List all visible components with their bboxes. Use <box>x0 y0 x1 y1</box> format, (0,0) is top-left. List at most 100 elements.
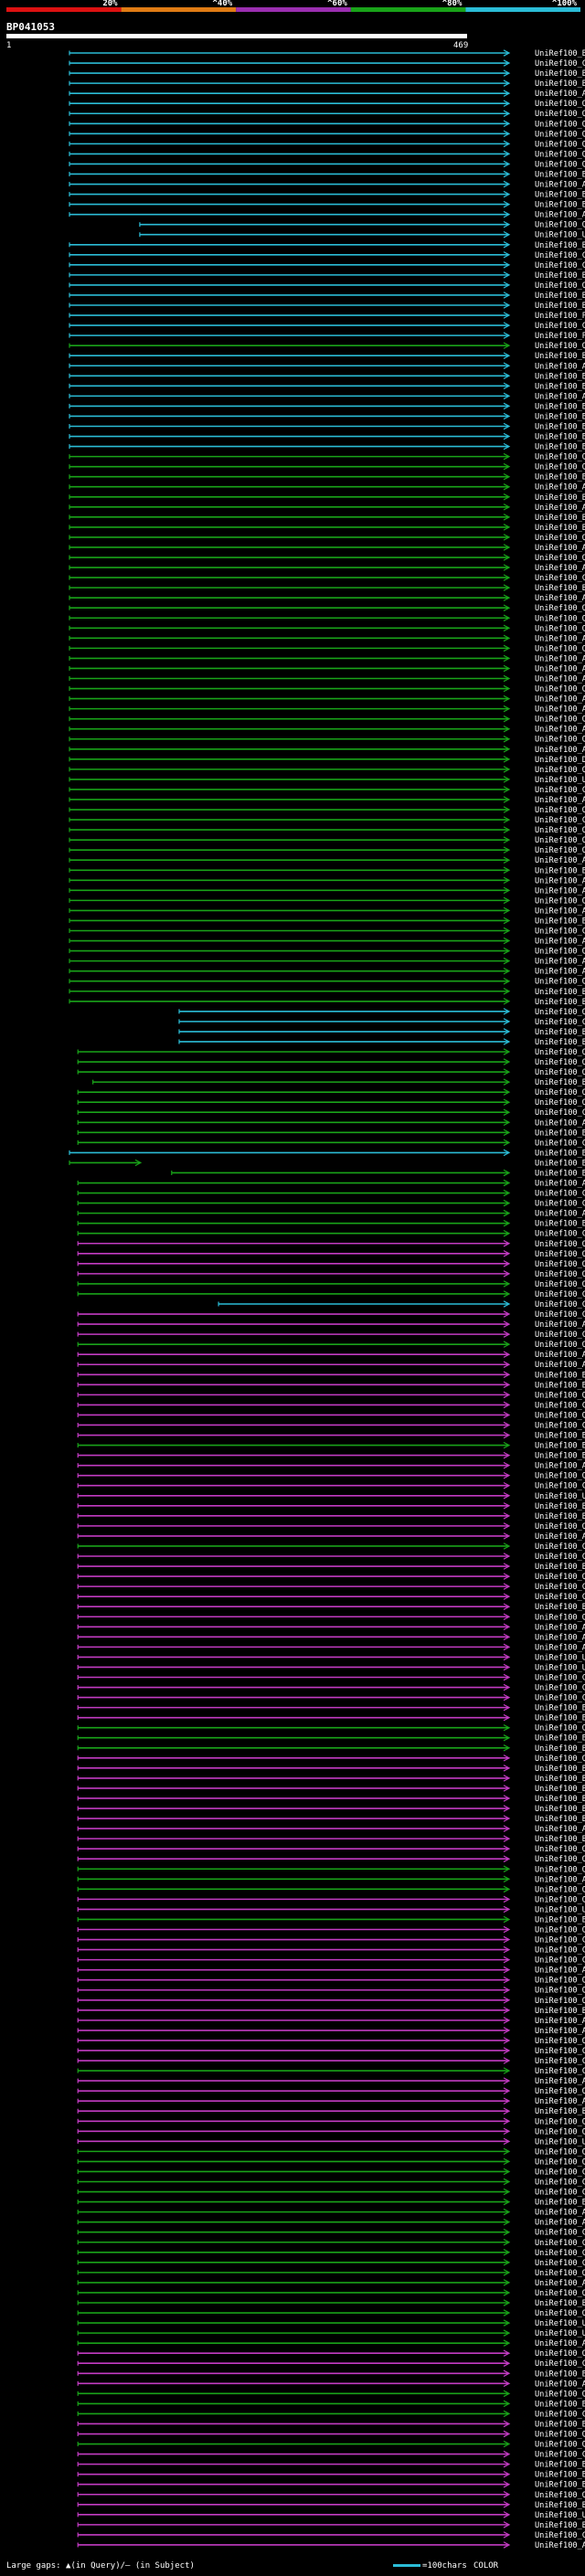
hit-label[interactable]: UniRef100_C5S098 <box>535 1553 585 1562</box>
hit-label[interactable]: UniRef100_C4U2H4 <box>535 1401 585 1410</box>
hit-label[interactable]: UniRef100_B7MAT0 <box>535 2471 585 2480</box>
hit-label[interactable]: UniRef100_C5VC58 <box>535 1936 585 1945</box>
hit-label[interactable]: UniRef100_B9F8D3 <box>535 1028 585 1037</box>
hit-label[interactable]: UniRef100_Q6DXA0 <box>535 1068 585 1077</box>
hit-label[interactable]: UniRef100_A3PEV7 <box>535 938 585 947</box>
hit-label[interactable]: UniRef100_UP1000... <box>535 2511 585 2520</box>
hit-label[interactable]: UniRef100_B5QYF2 <box>535 1805 585 1814</box>
hit-label[interactable]: UniRef100_Q5WVJ2 <box>535 1240 585 1249</box>
hit-label[interactable]: UniRef100_A9FHC6 <box>535 544 585 553</box>
hit-label[interactable]: UniRef100_Q93ZB6 <box>535 836 585 845</box>
hit-label[interactable]: UniRef100_B0C8L9 <box>535 352 585 361</box>
hit-label[interactable]: UniRef100_A5GS93 <box>535 634 585 643</box>
hit-label[interactable]: UniRef100_A6PF20 <box>535 1180 585 1189</box>
hit-label[interactable]: UniRef100_A9BAY8 <box>535 504 585 513</box>
hit-label[interactable]: UniRef100_C1FHT9 <box>535 786 585 795</box>
hit-label[interactable]: UniRef100_A7MQ75 <box>535 2279 585 2288</box>
hit-label[interactable]: UniRef100_A7K5F6 <box>535 2541 585 2550</box>
hit-label[interactable]: UniRef100_B1KN91 <box>535 2420 585 2429</box>
hit-label[interactable]: UniRef100_B8BTX9 <box>535 998 585 1007</box>
hit-label[interactable]: UniRef100_A6YX15 <box>535 392 585 401</box>
hit-label[interactable]: UniRef100_Q7PYH1 <box>535 1280 585 1289</box>
hit-label[interactable]: UniRef100_A7Y5Y5 <box>535 1966 585 1976</box>
hit-label[interactable]: UniRef100_Q5X0L1 <box>535 1260 585 1269</box>
hit-label[interactable]: UniRef100_Q0D0Z9 <box>535 342 585 351</box>
hit-label[interactable]: UniRef100_Q46LW7 <box>535 736 585 745</box>
hit-label[interactable]: UniRef100_Q6P5A2 <box>535 2349 585 2359</box>
hit-label[interactable]: UniRef100_B6J7G8 <box>535 1381 585 1390</box>
hit-label[interactable]: UniRef100_A3Z144 <box>535 695 585 705</box>
hit-label[interactable]: UniRef100_B1G4D4 <box>535 2199 585 2208</box>
hit-label[interactable]: UniRef100_A3U1J0 <box>535 1623 585 1632</box>
hit-label[interactable]: UniRef100_A2CAR0 <box>535 594 585 603</box>
hit-label[interactable]: UniRef100_B4L_20 <box>535 1563 585 1572</box>
hit-label[interactable]: UniRef100_B1ES75 <box>535 2369 585 2379</box>
hit-label[interactable]: UniRef100_B4L0F7 <box>535 292 585 301</box>
hit-label[interactable]: UniRef100_B5BJR6 <box>535 1775 585 1784</box>
hit-label[interactable]: UniRef100_D0CI39 <box>535 756 585 765</box>
hit-label[interactable]: UniRef100_B4FCV6 <box>535 1169 585 1178</box>
hit-label[interactable]: UniRef100_Q7A6M5 <box>535 2117 585 2126</box>
hit-label[interactable]: UniRef100_Q9USJ5 <box>535 2431 585 2440</box>
hit-label[interactable]: UniRef100_UP1000... <box>535 2329 585 2338</box>
hit-label[interactable]: UniRef100_C6TEE8 <box>535 59 585 69</box>
hit-label[interactable]: UniRef100_A9NXE9 <box>535 181 585 190</box>
hit-label[interactable]: UniRef100_A4RRD3 <box>535 1118 585 1128</box>
hit-label[interactable]: UniRef100_Q1ZK07 <box>535 1926 585 1935</box>
hit-label[interactable]: UniRef100_Q21PY2 <box>535 2309 585 2318</box>
hit-label[interactable]: UniRef100_Q3AYE3 <box>535 716 585 725</box>
hit-label[interactable]: UniRef100_A1JIJ1 <box>535 2017 585 2026</box>
hit-label[interactable]: UniRef100_C5BRJ3 <box>535 2410 585 2419</box>
hit-label[interactable]: UniRef100_C1N7L8 <box>535 928 585 937</box>
hit-label[interactable]: UniRef100_C6DJ67 <box>535 2067 585 2076</box>
hit-label[interactable]: UniRef100_C7Z081 <box>535 1330 585 1340</box>
hit-label[interactable]: UniRef100_Q6EW84 <box>535 1411 585 1420</box>
hit-label[interactable]: UniRef100_Q9L914 <box>535 1754 585 1764</box>
hit-label[interactable]: UniRef100_Q7V2A0 <box>535 948 585 957</box>
hit-label[interactable]: UniRef100_C4S456 <box>535 1694 585 1703</box>
hit-label[interactable]: UniRef100_C7QVG7 <box>535 251 585 260</box>
hit-label[interactable]: UniRef100_Q2E918 <box>535 2390 585 2399</box>
hit-label[interactable]: UniRef100_B9YTU2 <box>535 473 585 482</box>
hit-label[interactable]: UniRef100_A3PBV7 <box>535 958 585 967</box>
hit-label[interactable]: UniRef100_UP1000... <box>535 2137 585 2147</box>
hit-label[interactable]: UniRef100_P54224 <box>535 332 585 341</box>
hit-label[interactable]: UniRef100_A3Z561 <box>535 483 585 493</box>
hit-label[interactable]: UniRef100_B8FSZ9 <box>535 1502 585 1511</box>
hit-label[interactable]: UniRef100_C5S0Z7 <box>535 1583 585 1592</box>
hit-label[interactable]: UniRef100_C1ML71 <box>535 1108 585 1118</box>
hit-label[interactable]: UniRef100_A1W0Z2 <box>535 1875 585 1884</box>
hit-label[interactable]: UniRef100_Q6FDW3 <box>535 2289 585 2298</box>
hit-label[interactable]: UniRef100_UP1000... <box>535 1663 585 1672</box>
hit-label[interactable]: UniRef100_B9HJW8 <box>535 493 585 503</box>
hit-label[interactable]: UniRef100_B8CTX5 <box>535 2299 585 2308</box>
hit-label[interactable]: UniRef100_Q8L220 <box>535 150 585 159</box>
hit-label[interactable]: UniRef100_C5B6Z0 <box>535 2057 585 2066</box>
hit-label[interactable]: UniRef100_UP1000... <box>535 1653 585 1662</box>
hit-label[interactable]: UniRef100_Q7X3T6 <box>535 221 585 230</box>
hit-label[interactable]: UniRef100_Q9W3B0 <box>535 534 585 543</box>
hit-label[interactable]: UniRef100_C6KOT7 <box>535 1673 585 1682</box>
hit-label[interactable]: UniRef100_B4F1M3 <box>535 170 585 179</box>
hit-label[interactable]: UniRef100_B9S4C3 <box>535 69 585 79</box>
hit-label[interactable]: UniRef100_C6KMM5 <box>535 1542 585 1552</box>
hit-label[interactable]: UniRef100_B7UPF2 <box>535 2481 585 2490</box>
hit-label[interactable]: UniRef100_B4W1N7 <box>535 412 585 421</box>
hit-label[interactable]: UniRef100_C8QHH8 <box>535 2229 585 2238</box>
hit-label[interactable]: UniRef100_B7J2K9 <box>535 1734 585 1744</box>
hit-label[interactable]: UniRef100_B9P0X7 <box>535 917 585 926</box>
hit-label[interactable]: UniRef100_B5IL27 <box>535 433 585 442</box>
hit-label[interactable]: UniRef100_B5MN60 <box>535 1704 585 1713</box>
hit-label[interactable]: UniRef100_B4WWH7 <box>535 2007 585 2016</box>
hit-label[interactable]: UniRef100_A8G3U9 <box>535 876 585 885</box>
hit-label[interactable]: UniRef100_Q2Y8S9 <box>535 1522 585 1532</box>
hit-label[interactable]: UniRef100_C4CNU5 <box>535 1310 585 1320</box>
hit-label[interactable]: UniRef100_B9N9T4 <box>535 584 585 593</box>
hit-label[interactable]: UniRef100_Q4C5U6 <box>535 281 585 291</box>
hit-label[interactable]: UniRef100_B0BS17 <box>535 1452 585 1461</box>
hit-label[interactable]: UniRef100_B9HLD8 <box>535 2521 585 2530</box>
hit-label[interactable]: UniRef100_B4B9Q1 <box>535 443 585 452</box>
hit-label[interactable]: UniRef100_C2B8K6 <box>535 1956 585 1966</box>
hit-label[interactable]: UniRef100_UP1000... <box>535 1492 585 1501</box>
hit-label[interactable]: UniRef100_UP1000... <box>535 231 585 240</box>
